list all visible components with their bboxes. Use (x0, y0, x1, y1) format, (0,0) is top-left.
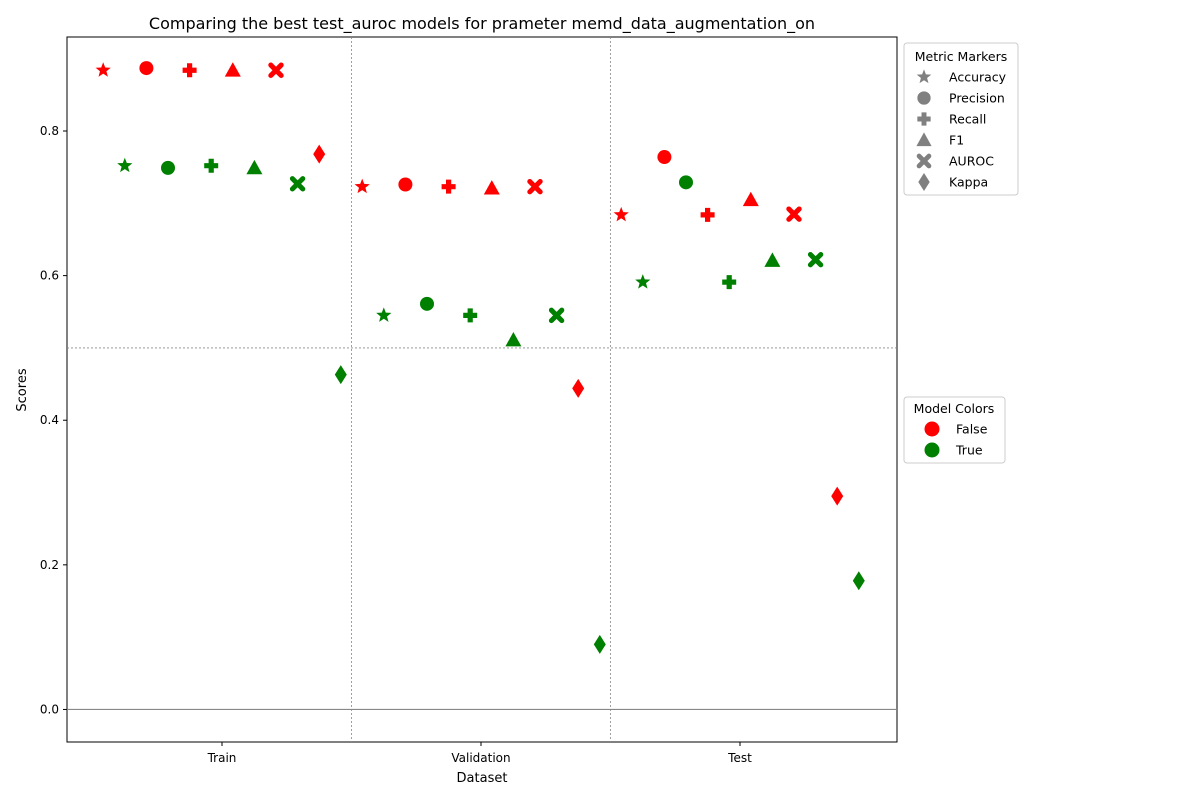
point-validation-true-auroc (548, 307, 565, 324)
legend-label: Kappa (949, 175, 988, 190)
point-test-false-precision (657, 150, 672, 165)
point-train-false-recall (182, 63, 197, 78)
point-train-true-recall (204, 158, 219, 173)
plot-area: 0.0 0.2 0.4 0.6 0.8 Train Validation Test (40, 36, 898, 765)
point-validation-true-kappa (593, 634, 606, 654)
point-validation-true-f1 (505, 331, 522, 347)
point-test-false-kappa (831, 486, 844, 506)
y-tick-label: 0.0 (40, 702, 59, 716)
x-stroke (786, 206, 802, 222)
x-stroke (289, 176, 306, 192)
legend-marker-recall-icon (917, 112, 931, 126)
y-tick-label: 0.2 (40, 558, 59, 572)
point-validation-false-accuracy (354, 178, 370, 194)
legend-title: Metric Markers (915, 49, 1008, 64)
x-tick-label: Train (207, 751, 237, 765)
point-validation-false-f1 (483, 180, 500, 195)
legend-color-false-icon (924, 421, 940, 437)
point-train-true-precision (161, 160, 175, 175)
legend-marker-kappa-icon (918, 172, 930, 192)
point-validation-true-accuracy (376, 307, 392, 322)
point-train-true-accuracy (117, 157, 133, 173)
chart-title: Comparing the best test_auroc models for… (149, 14, 815, 34)
x-axis-label: Dataset (457, 771, 508, 786)
legend-title: Model Colors (914, 401, 995, 416)
point-test-false-accuracy (613, 206, 629, 222)
legend-model-colors: Model Colors False True (903, 396, 1006, 464)
point-test-true-accuracy (635, 274, 651, 289)
point-train-false-accuracy (95, 62, 111, 77)
legend-label: F1 (949, 133, 964, 148)
x-stroke (807, 252, 824, 268)
x-tick-label: Test (727, 751, 752, 765)
x-stroke (548, 307, 565, 324)
point-test-true-precision (679, 175, 693, 190)
legend-label: True (955, 443, 983, 458)
x-tick-label: Validation (451, 751, 510, 765)
point-test-false-auroc (786, 206, 802, 222)
legend-label: Recall (949, 112, 986, 127)
x-stroke (527, 178, 543, 195)
point-train-false-f1 (224, 62, 241, 77)
point-train-false-kappa (313, 144, 326, 164)
legend-label: Precision (949, 91, 1005, 106)
point-validation-false-precision (398, 177, 413, 192)
legend-label: Accuracy (949, 70, 1007, 85)
plot-frame (66, 36, 898, 743)
point-train-true-auroc (289, 176, 306, 192)
legend-metric-markers: Metric Markers Accuracy Precision Recall F1 A… (903, 42, 1019, 196)
point-test-true-f1 (764, 252, 781, 267)
point-validation-false-auroc (527, 178, 543, 195)
point-test-true-auroc (807, 252, 824, 268)
y-tick-label: 0.8 (40, 124, 59, 138)
legend-label: AUROC (949, 154, 994, 169)
point-train-false-auroc (268, 62, 284, 78)
x-stroke (916, 153, 932, 169)
legend-marker-precision-icon (917, 91, 931, 105)
point-validation-false-recall (441, 179, 456, 194)
legend-marker-f1-icon (916, 132, 932, 147)
point-validation-true-recall (463, 308, 478, 323)
point-train-true-f1 (246, 159, 263, 175)
legend-label: False (956, 422, 988, 437)
point-validation-true-precision (420, 296, 434, 311)
legend-marker-accuracy-icon (916, 69, 932, 84)
y-tick-label: 0.4 (40, 413, 59, 427)
point-train-true-kappa (334, 365, 347, 385)
point-test-true-kappa (852, 571, 865, 591)
legend-marker-auroc-icon (916, 153, 932, 169)
point-train-false-precision (139, 61, 154, 76)
point-test-false-recall (700, 207, 715, 222)
point-validation-false-kappa (572, 378, 585, 398)
legend-color-true-icon (924, 442, 940, 458)
point-test-false-f1 (742, 191, 759, 207)
x-stroke (268, 62, 284, 78)
point-test-true-recall (722, 275, 737, 290)
y-axis-label: Scores (15, 368, 30, 411)
y-tick-label: 0.6 (40, 269, 59, 283)
legend-frame (903, 42, 1019, 196)
